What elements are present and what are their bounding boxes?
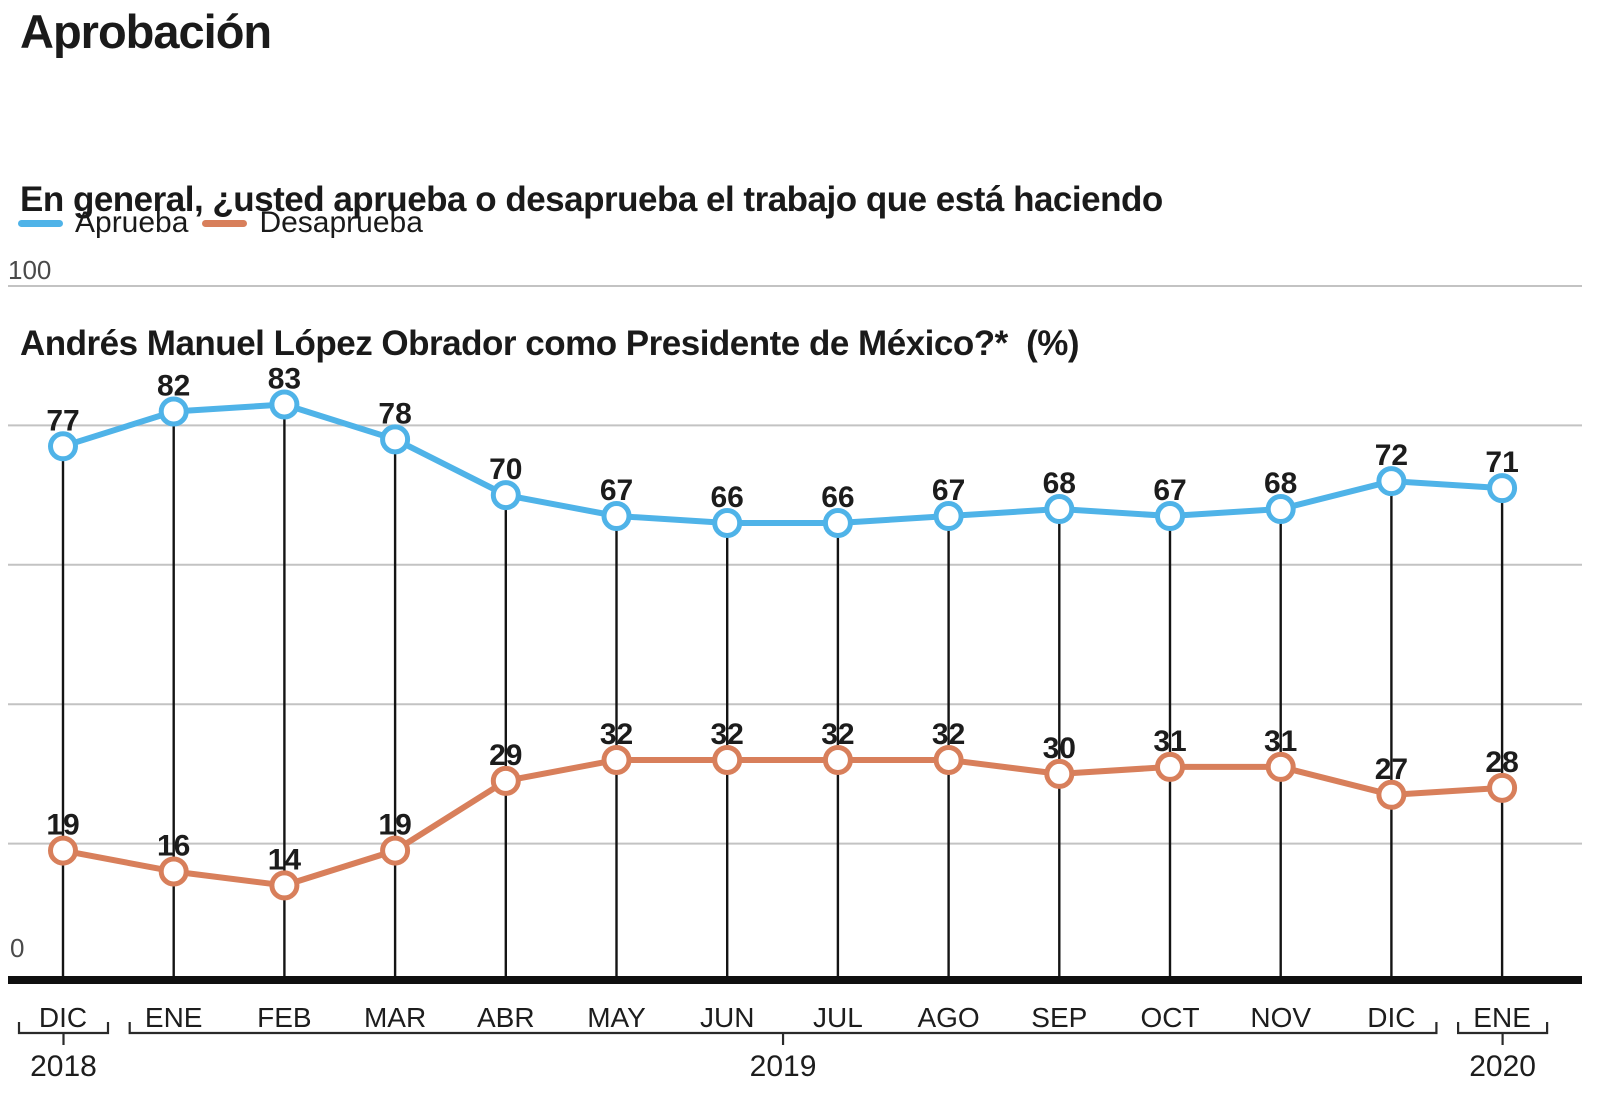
x-tick-6-jun: JUN — [700, 1002, 754, 1033]
value-label-aprueba-4: 70 — [489, 453, 522, 486]
point-desaprueba-7 — [822, 744, 853, 775]
point-aprueba-3 — [380, 424, 411, 455]
value-label-aprueba-3: 78 — [378, 397, 411, 430]
x-tick-5-may: MAY — [587, 1002, 646, 1033]
point-aprueba-7 — [822, 507, 853, 538]
legend-label-aprueba: Aprueba — [75, 206, 189, 239]
value-label-desaprueba-8: 32 — [932, 718, 965, 751]
year-bracket-2020 — [1457, 1022, 1549, 1045]
point-aprueba-11 — [1265, 494, 1296, 525]
x-tick-9-sep: SEP — [1031, 1002, 1087, 1033]
point-desaprueba-10 — [1155, 751, 1185, 782]
chart-subtitle-line-2: Andrés Manuel López Obrador como Preside… — [20, 324, 1080, 363]
value-label-desaprueba-4: 29 — [489, 739, 522, 772]
point-aprueba-0 — [48, 431, 78, 462]
point-aprueba-6 — [712, 507, 743, 538]
x-tick-3-mar: MAR — [364, 1002, 426, 1033]
value-label-desaprueba-7: 32 — [821, 718, 854, 751]
value-label-aprueba-1: 82 — [157, 369, 190, 402]
point-desaprueba-9 — [1044, 758, 1075, 789]
aprueba-line-swatch-icon — [18, 219, 63, 227]
legend-item-aprueba: Aprueba — [18, 206, 188, 240]
value-label-desaprueba-5: 32 — [600, 718, 633, 751]
point-desaprueba-1 — [158, 856, 189, 887]
point-desaprueba-4 — [490, 765, 521, 796]
value-label-desaprueba-2: 14 — [268, 843, 302, 876]
point-desaprueba-8 — [933, 744, 964, 775]
value-label-aprueba-2: 83 — [268, 362, 301, 395]
value-label-aprueba-12: 72 — [1375, 439, 1408, 472]
x-tick-8-ago: AGO — [917, 1002, 979, 1033]
year-label-2019: 2019 — [750, 1050, 817, 1083]
point-desaprueba-2 — [269, 870, 300, 901]
value-label-desaprueba-0: 19 — [46, 809, 79, 842]
point-aprueba-2 — [269, 389, 300, 420]
value-label-desaprueba-9: 30 — [1043, 732, 1076, 765]
point-desaprueba-6 — [712, 744, 743, 775]
x-tick-12-dic: DIC — [1367, 1002, 1415, 1033]
value-label-aprueba-10: 67 — [1153, 474, 1186, 507]
chart-title: Aprobación — [20, 5, 272, 58]
x-tick-0-dic: DIC — [39, 1002, 87, 1033]
chart-subtitle: En general, ¿usted aprueba o desaprueba … — [20, 80, 1163, 416]
value-label-desaprueba-1: 16 — [157, 829, 190, 862]
year-bracket-2018 — [17, 1022, 110, 1045]
x-tick-10-oct: OCT — [1140, 1002, 1199, 1033]
y-axis-label-top: 100 — [8, 255, 51, 285]
x-tick-4-abr: ABR — [477, 1002, 535, 1033]
point-desaprueba-11 — [1265, 751, 1296, 782]
point-aprueba-13 — [1487, 473, 1518, 504]
x-tick-7-jul: JUL — [813, 1002, 863, 1033]
y-axis-label-bottom: 0 — [10, 933, 24, 963]
point-aprueba-9 — [1044, 494, 1075, 525]
value-label-aprueba-9: 68 — [1043, 467, 1076, 500]
desaprueba-line-swatch-icon — [202, 219, 248, 227]
value-label-desaprueba-13: 28 — [1485, 746, 1518, 779]
legend: Aprueba Desaprueba — [18, 206, 423, 240]
point-aprueba-1 — [158, 396, 189, 427]
value-label-aprueba-0: 77 — [46, 404, 79, 437]
x-axis-line — [8, 976, 1582, 984]
legend-label-desaprueba: Desaprueba — [259, 206, 423, 239]
point-desaprueba-3 — [380, 835, 411, 866]
year-bracket-2019 — [128, 1022, 1438, 1045]
x-tick-11-nov: NOV — [1250, 1002, 1311, 1033]
year-label-2020: 2020 — [1469, 1050, 1536, 1083]
point-aprueba-8 — [933, 501, 964, 532]
value-label-aprueba-11: 68 — [1264, 467, 1297, 500]
point-aprueba-10 — [1155, 501, 1185, 532]
point-aprueba-5 — [601, 501, 632, 532]
value-label-aprueba-6: 66 — [711, 481, 744, 514]
legend-item-desaprueba: Desaprueba — [202, 206, 423, 240]
point-desaprueba-13 — [1487, 772, 1518, 803]
value-label-aprueba-13: 71 — [1485, 446, 1518, 479]
value-label-desaprueba-6: 32 — [711, 718, 744, 751]
year-label-2018: 2018 — [30, 1050, 97, 1083]
x-tick-2-feb: FEB — [257, 1002, 311, 1033]
chart-subtitle-line-1: En general, ¿usted aprueba o desaprueba … — [20, 180, 1163, 219]
point-desaprueba-5 — [601, 744, 632, 775]
point-desaprueba-12 — [1376, 779, 1407, 810]
value-label-desaprueba-10: 31 — [1153, 725, 1186, 758]
value-label-desaprueba-11: 31 — [1264, 725, 1297, 758]
value-label-desaprueba-3: 19 — [378, 809, 411, 842]
value-label-desaprueba-12: 27 — [1375, 753, 1408, 786]
x-tick-13-ene: ENE — [1473, 1002, 1531, 1033]
point-aprueba-4 — [490, 480, 521, 511]
point-desaprueba-0 — [48, 835, 78, 866]
value-label-aprueba-7: 66 — [821, 481, 854, 514]
value-label-aprueba-5: 67 — [600, 474, 633, 507]
line-aprueba — [60, 401, 1506, 526]
line-desaprueba — [60, 756, 1506, 889]
point-aprueba-12 — [1376, 466, 1407, 497]
x-tick-1-ene: ENE — [145, 1002, 203, 1033]
value-label-aprueba-8: 67 — [932, 474, 965, 507]
